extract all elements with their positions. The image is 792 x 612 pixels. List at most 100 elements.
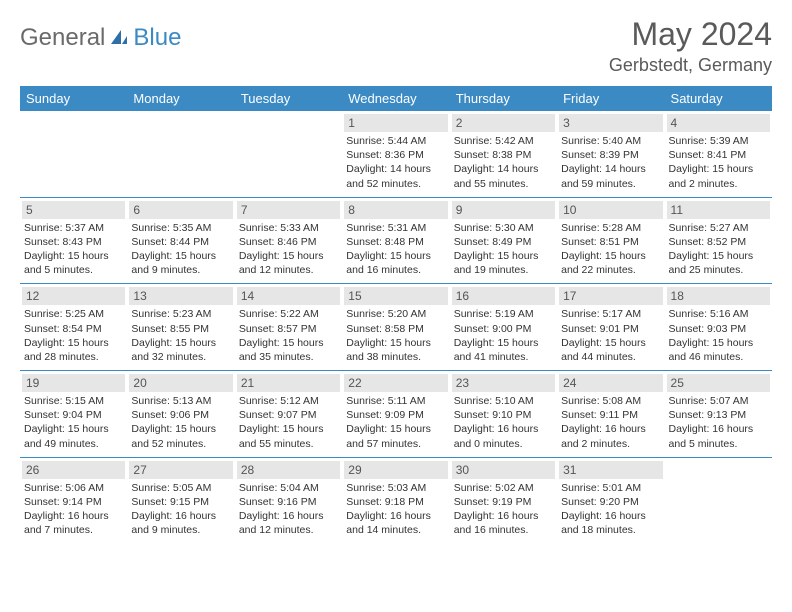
- calendar-day-cell: [127, 111, 234, 197]
- calendar-week-row: 26 Sunrise: 5:06 AMSunset: 9:14 PMDayligh…: [20, 457, 772, 543]
- day-details: Sunrise: 5:37 AMSunset: 8:43 PMDaylight:…: [22, 221, 125, 278]
- calendar-day-cell: 24Sunrise: 5:08 AMSunset: 9:11 PMDayligh…: [557, 371, 664, 458]
- calendar-day-cell: 16Sunrise: 5:19 AMSunset: 9:00 PMDayligh…: [450, 284, 557, 371]
- calendar-day-cell: 8 Sunrise: 5:31 AMSunset: 8:48 PMDaylight…: [342, 197, 449, 284]
- calendar-day-cell: 31Sunrise: 5:01 AMSunset: 9:20 PMDayligh…: [557, 457, 664, 543]
- calendar-week-row: 12 Sunrise: 5:25 AMSunset: 8:54 PMDayligh…: [20, 284, 772, 371]
- day-details: Sunrise: 5:39 AMSunset: 8:41 PMDaylight:…: [667, 134, 770, 191]
- calendar-day-cell: 20Sunrise: 5:13 AMSunset: 9:06 PMDayligh…: [127, 371, 234, 458]
- calendar-day-cell: 27 Sunrise: 5:05 AMSunset: 9:15 PMDayligh…: [127, 457, 234, 543]
- day-details: Sunrise: 5:08 AMSunset: 9:11 PMDaylight:…: [559, 394, 662, 451]
- day-number: 12: [22, 287, 125, 305]
- calendar-day-cell: 1 Sunrise: 5:44 AMSunset: 8:36 PMDaylight…: [342, 111, 449, 197]
- calendar-day-cell: 26 Sunrise: 5:06 AMSunset: 9:14 PMDayligh…: [20, 457, 127, 543]
- day-number: 18: [667, 287, 770, 305]
- day-number: 14: [237, 287, 340, 305]
- calendar-day-cell: 7Sunrise: 5:33 AMSunset: 8:46 PMDaylight…: [235, 197, 342, 284]
- calendar-day-cell: [665, 457, 772, 543]
- calendar-day-cell: 22Sunrise: 5:11 AMSunset: 9:09 PMDayligh…: [342, 371, 449, 458]
- calendar-day-cell: 15Sunrise: 5:20 AMSunset: 8:58 PMDayligh…: [342, 284, 449, 371]
- day-number: 9: [452, 201, 555, 219]
- day-details: Sunrise: 5:06 AMSunset: 9:14 PMDaylight:…: [22, 481, 125, 538]
- day-number: 8: [344, 201, 447, 219]
- calendar-day-cell: 21 Sunrise: 5:12 AMSunset: 9:07 PMDayligh…: [235, 371, 342, 458]
- day-details: Sunrise: 5:04 AMSunset: 9:16 PMDaylight:…: [237, 481, 340, 538]
- day-details: Sunrise: 5:31 AMSunset: 8:48 PMDaylight:…: [344, 221, 447, 278]
- day-number: 21: [237, 374, 340, 392]
- weekday-header-row: Sunday Monday Tuesday Wednesday Thursday…: [20, 86, 772, 111]
- calendar-day-cell: 18 Sunrise: 5:16 AMSunset: 9:03 PMDayligh…: [665, 284, 772, 371]
- day-number: 23: [452, 374, 555, 392]
- day-details: Sunrise: 5:02 AMSunset: 9:19 PMDaylight:…: [452, 481, 555, 538]
- weekday-header: Tuesday: [235, 86, 342, 111]
- location: Gerbstedt, Germany: [609, 55, 772, 76]
- weekday-header: Monday: [127, 86, 234, 111]
- day-number: 3: [559, 114, 662, 132]
- day-details: Sunrise: 5:01 AMSunset: 9:20 PMDaylight:…: [559, 481, 662, 538]
- calendar-week-row: 5 Sunrise: 5:37 AMSunset: 8:43 PMDaylight…: [20, 197, 772, 284]
- day-number: 30: [452, 461, 555, 479]
- day-details: Sunrise: 5:35 AMSunset: 8:44 PMDaylight:…: [129, 221, 232, 278]
- day-details: Sunrise: 5:20 AMSunset: 8:58 PMDaylight:…: [344, 307, 447, 364]
- weekday-header: Sunday: [20, 86, 127, 111]
- calendar-day-cell: 29 Sunrise: 5:03 AMSunset: 9:18 PMDayligh…: [342, 457, 449, 543]
- day-details: Sunrise: 5:10 AMSunset: 9:10 PMDaylight:…: [452, 394, 555, 451]
- weekday-header: Friday: [557, 86, 664, 111]
- day-details: Sunrise: 5:05 AMSunset: 9:15 PMDaylight:…: [129, 481, 232, 538]
- day-details: Sunrise: 5:28 AMSunset: 8:51 PMDaylight:…: [559, 221, 662, 278]
- calendar-day-cell: 19Sunrise: 5:15 AMSunset: 9:04 PMDayligh…: [20, 371, 127, 458]
- calendar-day-cell: 30 Sunrise: 5:02 AMSunset: 9:19 PMDayligh…: [450, 457, 557, 543]
- day-details: Sunrise: 5:17 AMSunset: 9:01 PMDaylight:…: [559, 307, 662, 364]
- day-number: 28: [237, 461, 340, 479]
- day-number: 4: [667, 114, 770, 132]
- day-details: Sunrise: 5:16 AMSunset: 9:03 PMDaylight:…: [667, 307, 770, 364]
- calendar-day-cell: 9 Sunrise: 5:30 AMSunset: 8:49 PMDaylight…: [450, 197, 557, 284]
- calendar-week-row: 1 Sunrise: 5:44 AMSunset: 8:36 PMDaylight…: [20, 111, 772, 197]
- day-details: Sunrise: 5:30 AMSunset: 8:49 PMDaylight:…: [452, 221, 555, 278]
- calendar-day-cell: 14 Sunrise: 5:22 AMSunset: 8:57 PMDayligh…: [235, 284, 342, 371]
- day-number: 11: [667, 201, 770, 219]
- calendar-day-cell: 28 Sunrise: 5:04 AMSunset: 9:16 PMDayligh…: [235, 457, 342, 543]
- day-number: 17: [559, 287, 662, 305]
- day-details: Sunrise: 5:15 AMSunset: 9:04 PMDaylight:…: [22, 394, 125, 451]
- day-details: Sunrise: 5:22 AMSunset: 8:57 PMDaylight:…: [237, 307, 340, 364]
- calendar-day-cell: 11Sunrise: 5:27 AMSunset: 8:52 PMDayligh…: [665, 197, 772, 284]
- day-details: Sunrise: 5:25 AMSunset: 8:54 PMDaylight:…: [22, 307, 125, 364]
- day-number: 10: [559, 201, 662, 219]
- day-details: Sunrise: 5:03 AMSunset: 9:18 PMDaylight:…: [344, 481, 447, 538]
- day-number: 1: [344, 114, 447, 132]
- day-number: 16: [452, 287, 555, 305]
- calendar-day-cell: 3Sunrise: 5:40 AMSunset: 8:39 PMDaylight…: [557, 111, 664, 197]
- calendar-day-cell: [235, 111, 342, 197]
- day-number: 26: [22, 461, 125, 479]
- calendar-day-cell: 6 Sunrise: 5:35 AMSunset: 8:44 PMDaylight…: [127, 197, 234, 284]
- day-details: Sunrise: 5:33 AMSunset: 8:46 PMDaylight:…: [237, 221, 340, 278]
- day-number: 25: [667, 374, 770, 392]
- month-title: May 2024: [609, 16, 772, 53]
- day-number: 5: [22, 201, 125, 219]
- day-details: Sunrise: 5:42 AMSunset: 8:38 PMDaylight:…: [452, 134, 555, 191]
- brand-text-1: General: [20, 24, 105, 52]
- brand-logo: General Blue: [20, 16, 181, 52]
- title-block: May 2024 Gerbstedt, Germany: [609, 16, 772, 76]
- brand-text-2: Blue: [133, 24, 181, 52]
- header: General Blue May 2024 Gerbstedt, Germany: [20, 16, 772, 76]
- day-number: 13: [129, 287, 232, 305]
- day-details: Sunrise: 5:12 AMSunset: 9:07 PMDaylight:…: [237, 394, 340, 451]
- calendar-day-cell: 25 Sunrise: 5:07 AMSunset: 9:13 PMDayligh…: [665, 371, 772, 458]
- calendar-day-cell: 4 Sunrise: 5:39 AMSunset: 8:41 PMDaylight…: [665, 111, 772, 197]
- day-number: 29: [344, 461, 447, 479]
- weekday-header: Wednesday: [342, 86, 449, 111]
- day-details: Sunrise: 5:44 AMSunset: 8:36 PMDaylight:…: [344, 134, 447, 191]
- calendar-day-cell: 10 Sunrise: 5:28 AMSunset: 8:51 PMDayligh…: [557, 197, 664, 284]
- weekday-header: Thursday: [450, 86, 557, 111]
- day-number: 27: [129, 461, 232, 479]
- day-number: 6: [129, 201, 232, 219]
- calendar-day-cell: 13Sunrise: 5:23 AMSunset: 8:55 PMDayligh…: [127, 284, 234, 371]
- calendar-day-cell: 2Sunrise: 5:42 AMSunset: 8:38 PMDaylight…: [450, 111, 557, 197]
- day-details: Sunrise: 5:07 AMSunset: 9:13 PMDaylight:…: [667, 394, 770, 451]
- logo-sail-icon: [109, 25, 129, 53]
- calendar-day-cell: 23 Sunrise: 5:10 AMSunset: 9:10 PMDayligh…: [450, 371, 557, 458]
- calendar-week-row: 19Sunrise: 5:15 AMSunset: 9:04 PMDayligh…: [20, 371, 772, 458]
- day-number: 20: [129, 374, 232, 392]
